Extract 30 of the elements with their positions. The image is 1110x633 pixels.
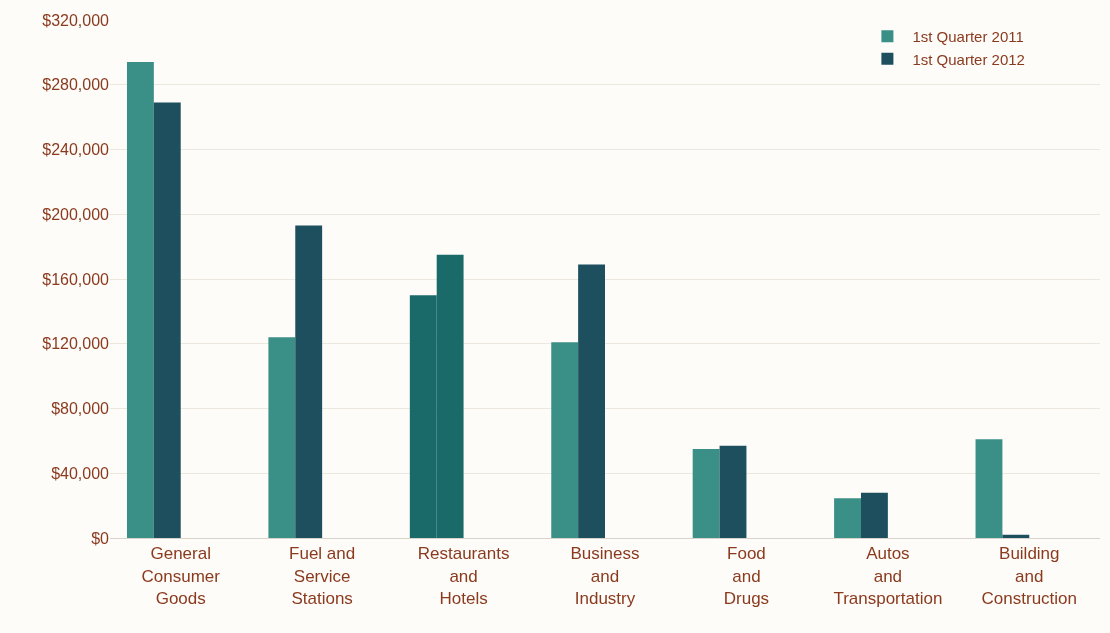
bar bbox=[1002, 534, 1030, 538]
y-tick-label: $40,000 bbox=[51, 464, 110, 482]
bar bbox=[834, 498, 861, 538]
y-tick-label: $160,000 bbox=[42, 270, 110, 288]
x-tick-label: Food and Drugs bbox=[723, 544, 770, 608]
bar bbox=[975, 439, 1003, 538]
y-tick-label: $0 bbox=[91, 529, 110, 547]
y-tick-label: $120,000 bbox=[42, 335, 110, 353]
y-tick-label: $80,000 bbox=[51, 400, 110, 418]
y-tick-label: $320,000 bbox=[42, 11, 110, 29]
bar bbox=[692, 448, 720, 538]
legend-label: 1st Quarter 2012 bbox=[912, 50, 1025, 68]
y-tick-label: $240,000 bbox=[42, 141, 110, 159]
y-tick-label: $200,000 bbox=[42, 205, 110, 223]
bar bbox=[153, 102, 181, 538]
x-tick-label: Business and Industry bbox=[570, 544, 640, 608]
bar bbox=[860, 492, 888, 538]
x-tick-label: Restaurants and Hotels bbox=[417, 544, 510, 608]
legend-label: 1st Quarter 2011 bbox=[912, 28, 1024, 46]
bar bbox=[578, 264, 605, 538]
x-tick-label: Building and Construction bbox=[981, 544, 1078, 608]
x-tick-label: General Consumer Goods bbox=[141, 544, 221, 608]
bar bbox=[551, 342, 579, 538]
x-tick-label: Autos and Transportation bbox=[833, 544, 943, 608]
bar bbox=[126, 62, 154, 538]
bar bbox=[295, 225, 323, 538]
x-tick-label: Fuel and Service Stations bbox=[289, 544, 356, 608]
y-tick-label: $280,000 bbox=[42, 76, 110, 94]
bar bbox=[719, 445, 747, 538]
bar bbox=[268, 337, 296, 538]
